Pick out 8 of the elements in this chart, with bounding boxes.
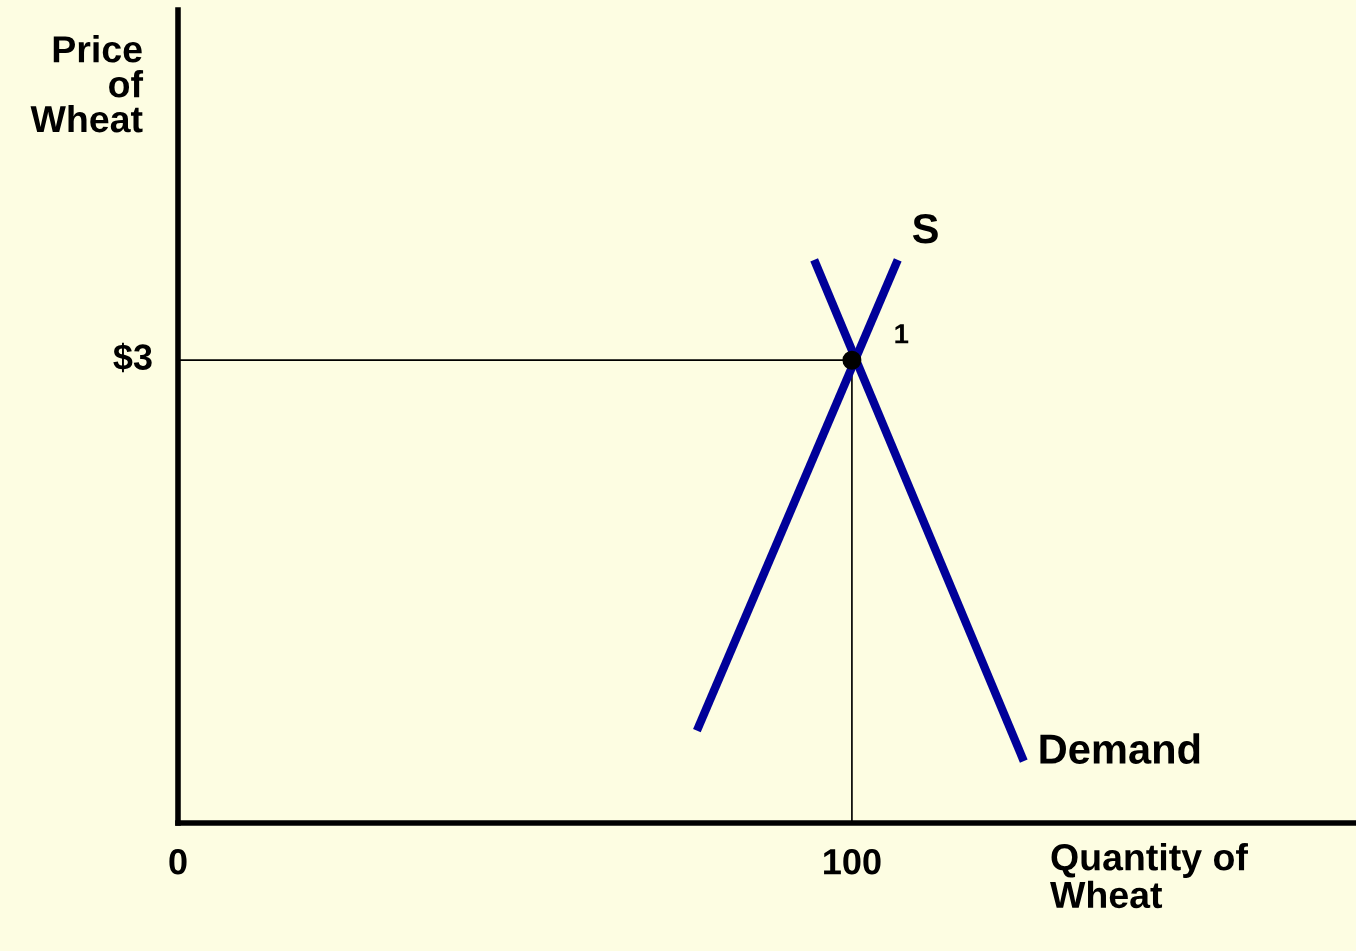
y-axis-title: Price of Wheat <box>30 35 144 133</box>
annotation: 1 <box>895 324 909 344</box>
annotation: $3 <box>113 342 152 373</box>
series-label: Demand <box>1040 733 1200 764</box>
x-tick-label: 0 <box>169 848 187 875</box>
series-label: S <box>912 213 938 244</box>
x-axis-title: Quantity of Wheat <box>1050 843 1248 909</box>
x-tick-label: 100 <box>824 848 881 875</box>
